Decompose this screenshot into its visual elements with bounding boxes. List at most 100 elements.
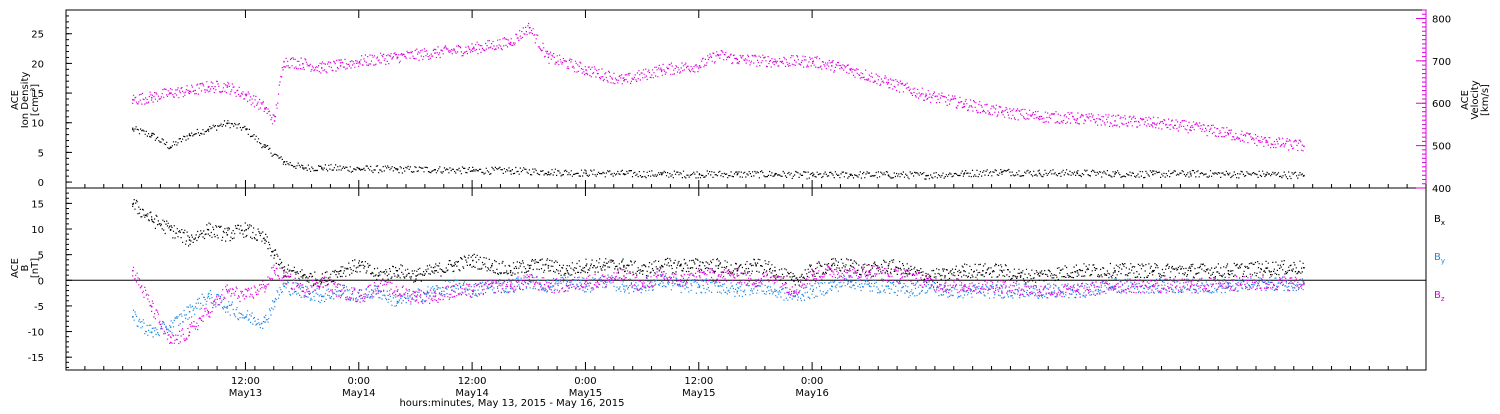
bz-series-point-28 bbox=[642, 285, 644, 287]
velocity-series-points bbox=[132, 22, 1305, 152]
bz-series-point-11 bbox=[321, 280, 323, 282]
bz-series-point-18 bbox=[453, 290, 455, 292]
bx-series-point-42 bbox=[906, 270, 909, 272]
density-axis-label-line-0: ACE bbox=[10, 90, 21, 110]
bz-series-point-27 bbox=[623, 275, 625, 277]
by-series-point-36 bbox=[793, 295, 795, 298]
ion-density-series bbox=[132, 120, 1305, 180]
velocity-tick-label-2: 600 bbox=[1432, 99, 1451, 110]
ion-density-series-point-21 bbox=[736, 173, 739, 176]
velocity-series-point-6 bbox=[245, 94, 247, 97]
bz-series-point-21 bbox=[509, 285, 512, 287]
velocity-series-point-30 bbox=[887, 82, 890, 84]
by-series-point-7 bbox=[264, 321, 266, 323]
by-series-point-37 bbox=[812, 290, 814, 292]
velocity-series-point-26 bbox=[774, 60, 776, 63]
velocity-series bbox=[132, 22, 1305, 152]
bx-series-point-18 bbox=[453, 264, 455, 267]
bx-series-point-45 bbox=[963, 270, 965, 272]
velocity-axis-label-line-2: [km/s] bbox=[1480, 84, 1491, 116]
by-series-point-30 bbox=[679, 285, 682, 287]
by-series-point-32 bbox=[717, 285, 720, 287]
bz-series-point-2 bbox=[169, 341, 172, 344]
bx-series-point-53 bbox=[1189, 270, 1192, 272]
bz-series-point-9 bbox=[283, 275, 285, 277]
bz-series-point-46 bbox=[1001, 285, 1003, 287]
b-axis-label: ACEB[nT] bbox=[10, 258, 41, 278]
by-series-point-31 bbox=[698, 285, 701, 287]
bz-series-point-15 bbox=[396, 290, 399, 292]
velocity-series-point-24 bbox=[717, 54, 720, 56]
ion-density-series-point-26 bbox=[925, 174, 927, 177]
ion-density-series-point-1 bbox=[151, 134, 153, 137]
x-tick-time-3: 0:00 bbox=[574, 376, 596, 387]
b-axis-label-line-1: B bbox=[20, 264, 31, 271]
velocity-series-point-25 bbox=[736, 58, 739, 61]
x-tick-date-4: May15 bbox=[682, 388, 715, 399]
by-series-point-11 bbox=[321, 295, 323, 298]
density-axis-label-line-1: Ion Density bbox=[20, 72, 31, 129]
bz-series-point-54 bbox=[1303, 282, 1305, 285]
by-series-point-24 bbox=[566, 280, 569, 282]
bx-series-point-3 bbox=[188, 239, 191, 241]
bz-series-point-34 bbox=[755, 280, 757, 282]
bx-series-point-41 bbox=[887, 264, 890, 267]
bx-series-point-14 bbox=[377, 275, 380, 277]
by-series-point-2 bbox=[169, 326, 172, 328]
bz-series-point-17 bbox=[434, 295, 436, 298]
ion-density-series-point-2 bbox=[169, 146, 172, 148]
b-tick-label-6: 15 bbox=[31, 199, 44, 210]
bx-series-point-46 bbox=[982, 270, 984, 272]
ion-density-series-point-32 bbox=[1152, 173, 1154, 176]
velocity-series-point-9 bbox=[283, 60, 285, 63]
ion-density-series-point-33 bbox=[1189, 173, 1192, 175]
ion-density-series-point-11 bbox=[358, 168, 361, 170]
x-tick-time-0: 12:00 bbox=[231, 376, 260, 387]
velocity-series-point-11 bbox=[321, 67, 323, 69]
velocity-axis-label: ACEVelocity[km/s] bbox=[1460, 80, 1491, 119]
bx-series-point-25 bbox=[585, 264, 587, 267]
legend-main: B bbox=[1434, 290, 1441, 301]
bz-series-point-7 bbox=[264, 285, 266, 287]
by-series bbox=[132, 273, 1305, 338]
bz-series-point-24 bbox=[566, 285, 569, 287]
velocity-axis-label-line-1: Velocity bbox=[1470, 80, 1481, 119]
x-tick-date-5: May16 bbox=[795, 388, 828, 399]
bz-series-point-53 bbox=[1265, 282, 1267, 285]
bz-series-point-5 bbox=[226, 290, 229, 292]
bx-series-point-23 bbox=[547, 264, 550, 267]
velocity-series-point-1 bbox=[151, 96, 153, 99]
bz-series-point-30 bbox=[679, 280, 682, 282]
velocity-series-point-38 bbox=[1189, 126, 1192, 128]
by-series-point-33 bbox=[736, 290, 739, 292]
x-tick-time-1: 0:00 bbox=[348, 376, 370, 387]
by-series-point-4 bbox=[207, 295, 210, 298]
b-tick-label-4: 5 bbox=[38, 251, 44, 262]
bx-series-point-12 bbox=[339, 270, 342, 272]
bx-series-point-22 bbox=[528, 264, 531, 267]
ion-density-series-point-6 bbox=[245, 128, 247, 131]
density-axis-label: ACEIon Density[cm⁻³] bbox=[10, 72, 41, 129]
legend-main: B bbox=[1434, 214, 1441, 225]
bz-series-point-19 bbox=[472, 290, 474, 292]
bz-series-point-50 bbox=[1152, 285, 1154, 287]
by-series-point-9 bbox=[283, 285, 285, 287]
velocity-series-point-7 bbox=[264, 107, 266, 109]
bz-series-point-10 bbox=[302, 290, 304, 292]
bx-series-point-38 bbox=[831, 264, 833, 267]
ion-density-series-point-23 bbox=[812, 174, 814, 177]
ion-density-series-point-7 bbox=[264, 146, 266, 148]
bx-series-points bbox=[132, 199, 1305, 288]
bz-series-point-29 bbox=[661, 275, 663, 277]
bx-series-point-13 bbox=[358, 264, 361, 267]
bx-series-point-7 bbox=[264, 239, 266, 241]
bz-series-point-3 bbox=[188, 331, 191, 333]
bz-series-point-48 bbox=[1076, 290, 1079, 292]
by-series-point-27 bbox=[623, 285, 625, 287]
bx-series-point-21 bbox=[509, 270, 512, 272]
bz-series bbox=[132, 264, 1305, 345]
bz-series-point-33 bbox=[736, 275, 739, 277]
density-tick-label-3: 15 bbox=[31, 89, 44, 100]
bx-series-point-43 bbox=[925, 275, 927, 277]
